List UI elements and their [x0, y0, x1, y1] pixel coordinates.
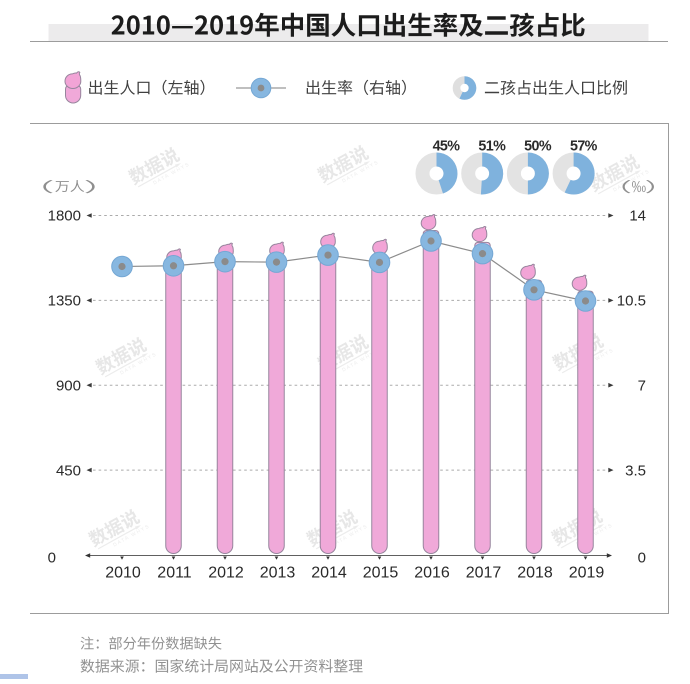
svg-text:14: 14 — [629, 208, 646, 225]
svg-text:0: 0 — [48, 550, 56, 567]
svg-text:2010: 2010 — [105, 565, 141, 582]
svg-text:450: 450 — [56, 462, 81, 479]
svg-text:2012: 2012 — [208, 565, 244, 582]
svg-text:2011: 2011 — [157, 565, 192, 582]
svg-text:1350: 1350 — [48, 293, 81, 310]
svg-text:2015: 2015 — [363, 565, 399, 582]
svg-text:2019: 2019 — [569, 565, 605, 582]
svg-text:57%: 57% — [570, 138, 598, 154]
svg-text:45%: 45% — [433, 138, 461, 154]
svg-text:900: 900 — [56, 377, 81, 394]
svg-text:3.5: 3.5 — [625, 462, 646, 479]
svg-text:2018: 2018 — [517, 565, 553, 582]
svg-text:7: 7 — [638, 377, 646, 394]
svg-text:50%: 50% — [524, 138, 552, 154]
svg-text:51%: 51% — [478, 138, 506, 154]
svg-text:2014: 2014 — [311, 565, 347, 582]
svg-text:2013: 2013 — [260, 565, 296, 582]
svg-text:2016: 2016 — [414, 565, 450, 582]
svg-text:10.5: 10.5 — [617, 293, 646, 310]
svg-text:2017: 2017 — [466, 565, 502, 582]
svg-text:1800: 1800 — [48, 208, 81, 225]
svg-text:0: 0 — [638, 550, 646, 567]
